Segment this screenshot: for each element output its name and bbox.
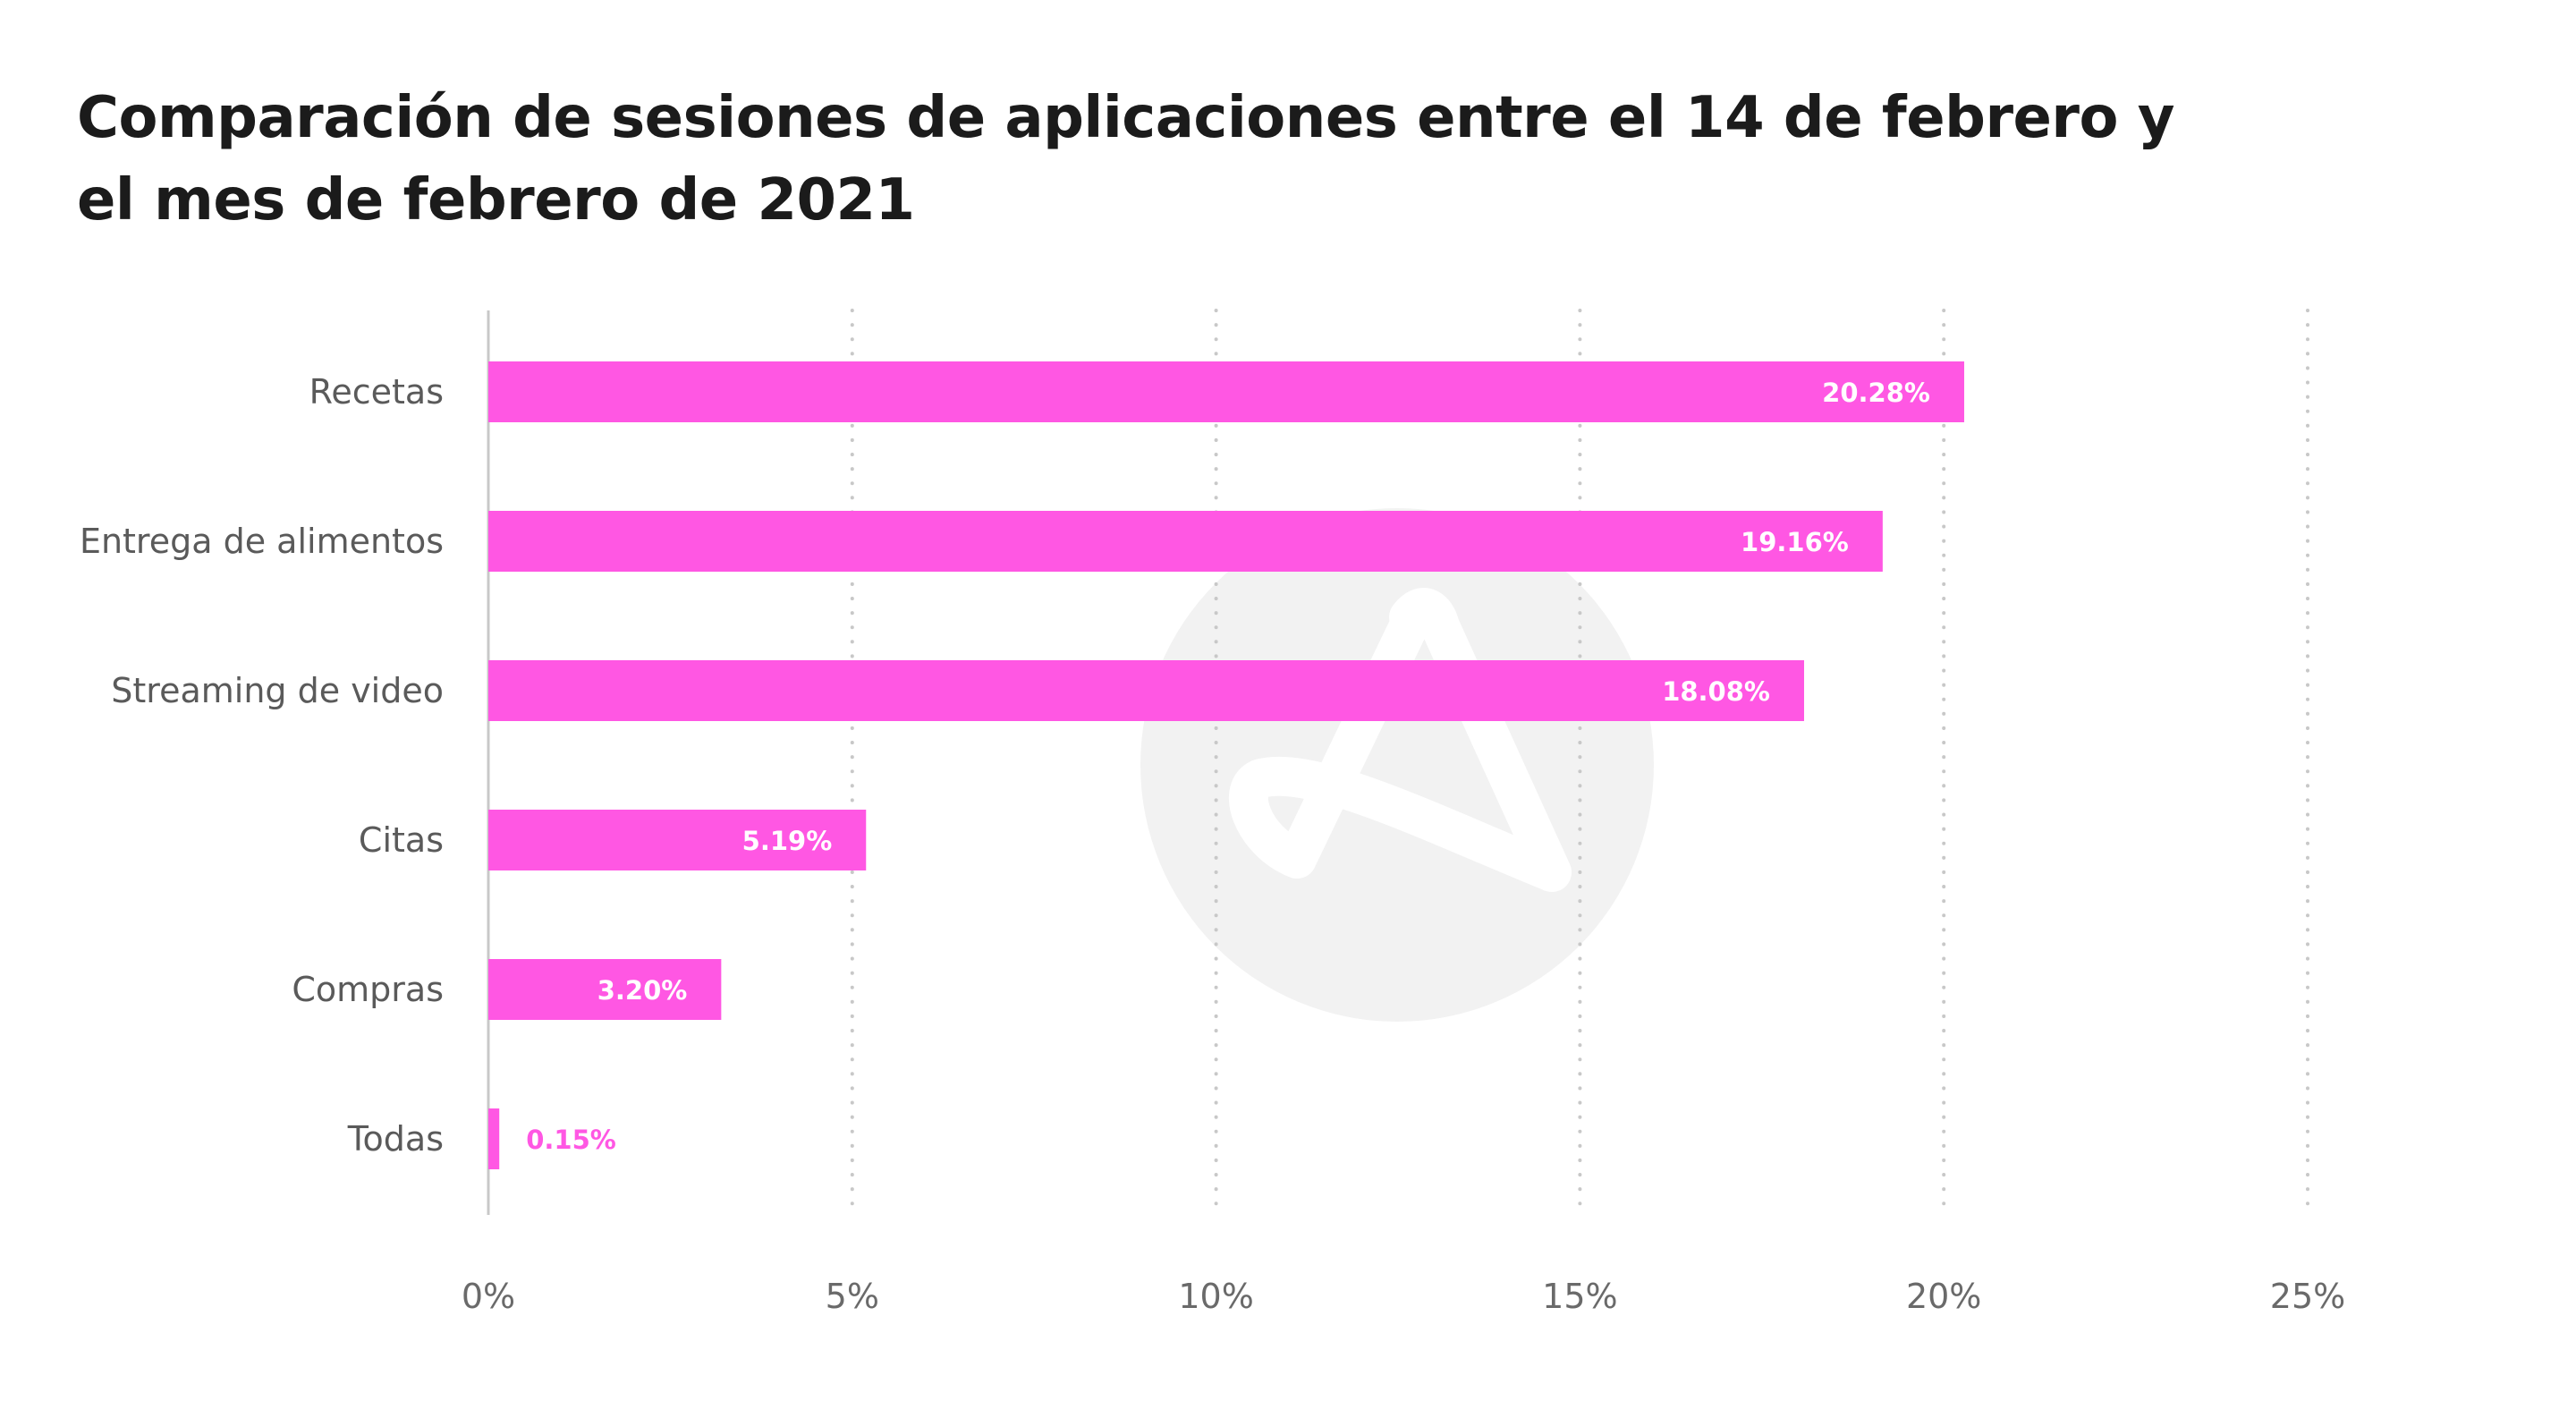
data-label: 19.16% [1741,527,1849,557]
data-label: 18.08% [1662,676,1770,707]
category-label: Citas [359,820,444,860]
x-tick-label: 15% [1542,1277,1617,1316]
category-label: Compras [292,970,444,1009]
bar [488,1108,500,1169]
chart-title: Comparación de sesiones de aplicaciones … [77,85,2174,234]
bar [488,959,722,1020]
data-label: 3.20% [597,975,688,1006]
data-label: 0.15% [526,1125,616,1155]
category-label: Recetas [309,372,444,412]
x-tick-labels: 0% 5% 10% 15% 20% 25% [462,1277,2345,1316]
x-tick-label: 0% [462,1277,515,1316]
bar [488,361,1964,422]
data-label: 5.19% [742,826,833,856]
data-label: 20.28% [1822,378,1930,408]
bar [488,810,867,870]
x-tick-label: 10% [1178,1277,1253,1316]
category-labels: Recetas Entrega de alimentos Streaming de … [80,372,444,1159]
category-label: Todas [347,1119,444,1159]
category-label: Streaming de video [111,671,444,710]
x-tick-label: 25% [2270,1277,2345,1316]
category-label: Entrega de alimentos [80,522,444,561]
bars: 20.28% 19.16% 18.08% 5.19% 3.20% 0.15% [488,361,1964,1169]
bar [488,660,1804,721]
x-tick-label: 20% [1906,1277,1981,1316]
x-tick-label: 5% [826,1277,879,1316]
grid-lines [487,309,2309,1217]
bar [488,511,1883,572]
